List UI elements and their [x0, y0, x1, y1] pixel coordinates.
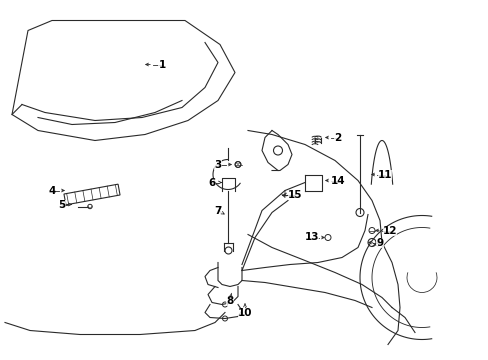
Text: 12: 12 [382, 225, 396, 235]
Text: 1: 1 [158, 59, 165, 69]
Text: 7: 7 [214, 206, 221, 216]
Text: 4: 4 [48, 185, 56, 195]
Text: 8: 8 [226, 296, 233, 306]
Text: 5: 5 [58, 199, 65, 210]
Text: 15: 15 [287, 189, 302, 199]
Text: 14: 14 [330, 176, 345, 185]
Text: 10: 10 [237, 307, 252, 318]
Text: 11: 11 [377, 170, 391, 180]
Text: 3: 3 [214, 159, 221, 170]
Text: 9: 9 [376, 238, 383, 248]
Text: 2: 2 [334, 132, 341, 143]
Text: 13: 13 [304, 233, 319, 243]
Text: 6: 6 [208, 177, 215, 188]
